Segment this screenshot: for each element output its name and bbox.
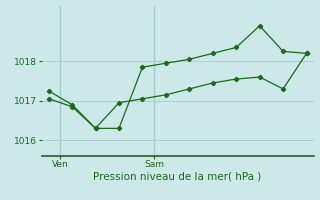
X-axis label: Pression niveau de la mer( hPa ): Pression niveau de la mer( hPa ) [93,172,262,182]
